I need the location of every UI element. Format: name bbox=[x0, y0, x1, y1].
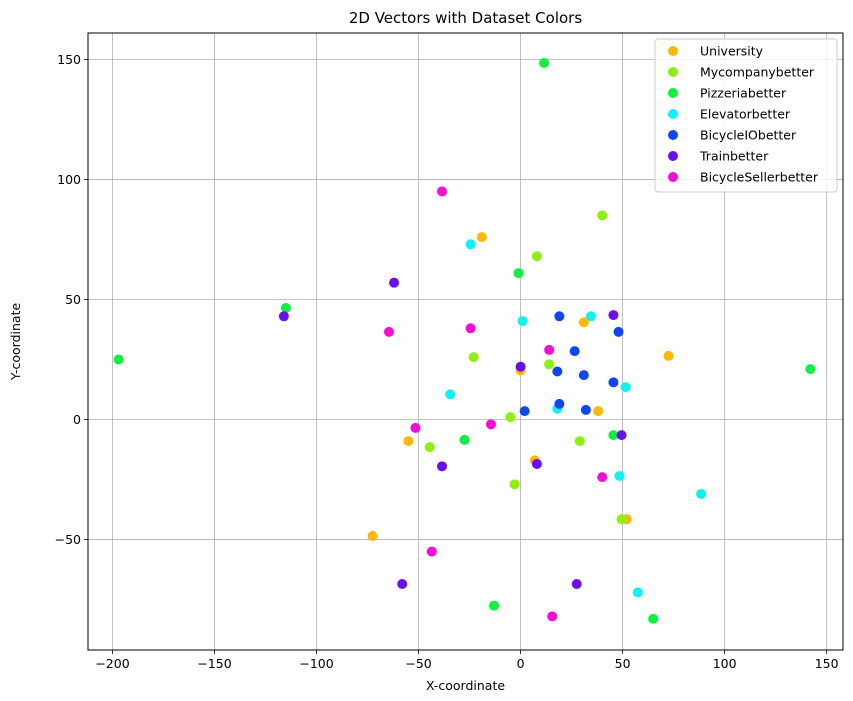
data-point bbox=[613, 326, 624, 337]
legend-marker bbox=[668, 172, 678, 182]
data-point bbox=[519, 406, 530, 417]
data-point bbox=[585, 311, 596, 322]
data-point bbox=[403, 436, 414, 447]
data-point bbox=[539, 58, 550, 69]
x-tick-label: −200 bbox=[95, 656, 129, 671]
data-point bbox=[437, 461, 448, 472]
legend-marker bbox=[668, 88, 678, 98]
data-point bbox=[648, 613, 659, 624]
y-tick-label: 50 bbox=[65, 292, 81, 307]
legend-marker bbox=[668, 67, 678, 77]
data-point bbox=[509, 479, 520, 490]
data-point bbox=[805, 364, 816, 375]
data-point bbox=[489, 600, 500, 611]
legend-label: University bbox=[700, 44, 764, 59]
legend-label: BicycleIObetter bbox=[700, 128, 797, 143]
x-tick-label: −100 bbox=[299, 656, 333, 671]
data-point bbox=[571, 578, 582, 589]
legend-marker bbox=[668, 151, 678, 161]
legend-marker bbox=[668, 130, 678, 140]
data-point bbox=[597, 210, 608, 221]
legend-box bbox=[654, 38, 838, 193]
y-axis-label: Y-coordinate bbox=[8, 303, 23, 382]
legend-label: Trainbetter bbox=[699, 149, 769, 164]
data-point bbox=[465, 323, 476, 334]
data-point bbox=[280, 302, 291, 313]
data-point bbox=[552, 366, 563, 377]
data-point bbox=[468, 352, 479, 363]
y-tick-label: 100 bbox=[57, 172, 81, 187]
data-point bbox=[544, 359, 555, 370]
data-point bbox=[578, 317, 589, 328]
chart-title: 2D Vectors with Dataset Colors bbox=[349, 9, 583, 27]
data-point bbox=[517, 316, 528, 327]
data-point bbox=[424, 442, 435, 453]
legend-marker bbox=[668, 46, 678, 56]
data-point bbox=[437, 186, 448, 197]
data-point bbox=[578, 370, 589, 381]
legend-label: Pizzeriabetter bbox=[700, 86, 787, 101]
data-point bbox=[531, 458, 542, 469]
data-point bbox=[426, 546, 437, 557]
legend-items: University Mycompanybetter Pizzeriabetter E… bbox=[668, 44, 819, 185]
data-point bbox=[278, 311, 289, 322]
x-tick-label: −50 bbox=[405, 656, 431, 671]
y-tick-label: 0 bbox=[73, 412, 81, 427]
data-point bbox=[608, 310, 619, 321]
data-point bbox=[614, 470, 625, 481]
x-axis-label: X-coordinate bbox=[426, 678, 505, 693]
data-point bbox=[486, 419, 497, 430]
legend: University Mycompanybetter Pizzeriabetter E… bbox=[654, 38, 838, 193]
data-point bbox=[608, 430, 619, 441]
x-tick-label: 150 bbox=[815, 656, 839, 671]
legend-label: Mycompanybetter bbox=[700, 65, 815, 80]
data-point bbox=[580, 404, 591, 415]
data-point bbox=[608, 377, 619, 388]
data-point bbox=[410, 422, 421, 433]
data-point bbox=[696, 488, 707, 499]
data-point bbox=[547, 611, 558, 622]
data-point bbox=[531, 251, 542, 262]
data-point bbox=[459, 434, 470, 445]
data-point bbox=[383, 326, 394, 337]
data-point bbox=[389, 277, 400, 288]
plot-area-frame bbox=[87, 32, 844, 651]
data-point bbox=[113, 354, 124, 365]
data-point bbox=[544, 344, 555, 355]
data-point bbox=[505, 412, 516, 423]
data-point bbox=[554, 398, 565, 409]
data-point bbox=[569, 346, 580, 357]
data-point bbox=[367, 530, 378, 541]
data-point bbox=[554, 311, 565, 322]
data-point bbox=[397, 578, 408, 589]
data-point bbox=[597, 472, 608, 483]
x-tick-label: −150 bbox=[197, 656, 231, 671]
data-point bbox=[616, 430, 627, 441]
data-point bbox=[620, 382, 631, 393]
x-tick-label: 0 bbox=[517, 656, 525, 671]
data-point bbox=[574, 436, 585, 447]
data-point bbox=[632, 587, 643, 598]
data-point bbox=[515, 361, 526, 372]
legend-label: BicycleSellerbetter bbox=[700, 170, 819, 185]
data-point bbox=[513, 268, 524, 279]
legend-label: Elevatorbetter bbox=[700, 107, 791, 122]
axis-ticks: −200 −150 −100 −50 0 50 100 150 −50 0 50 100 150 bbox=[55, 52, 839, 671]
data-point bbox=[465, 239, 476, 250]
legend-marker bbox=[668, 109, 678, 119]
x-tick-label: 100 bbox=[713, 656, 737, 671]
y-tick-label: 150 bbox=[57, 52, 81, 67]
data-points bbox=[113, 58, 816, 624]
data-point bbox=[445, 389, 456, 400]
y-tick-label: −50 bbox=[55, 532, 81, 547]
data-point bbox=[593, 406, 604, 417]
data-point bbox=[476, 232, 487, 243]
data-point bbox=[663, 350, 674, 361]
x-tick-label: 50 bbox=[615, 656, 631, 671]
data-point bbox=[616, 514, 627, 525]
